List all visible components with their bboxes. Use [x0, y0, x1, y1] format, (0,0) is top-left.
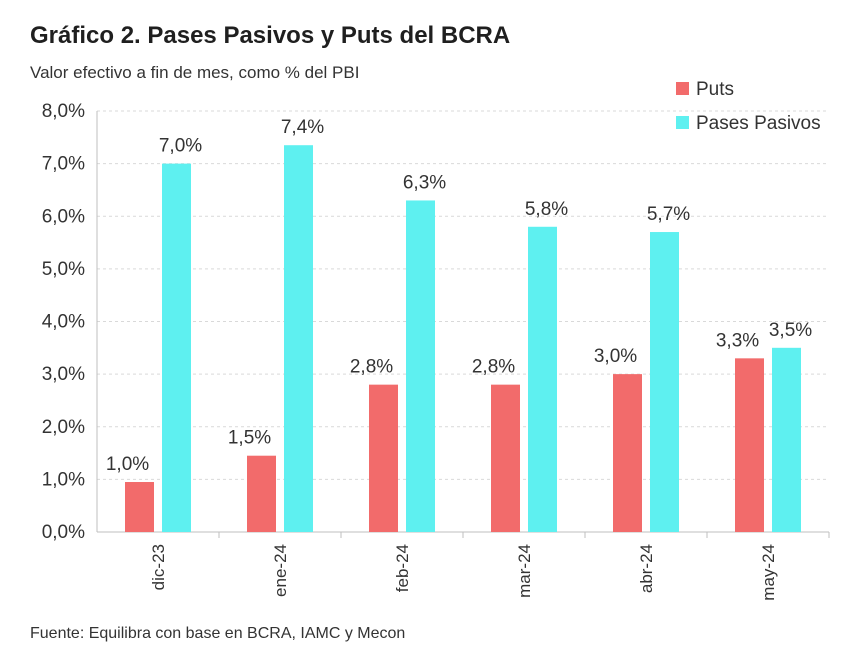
x-tick-label: ene-24 — [271, 544, 290, 597]
data-label: 7,4% — [281, 117, 324, 138]
y-tick-label: 3,0% — [42, 364, 85, 385]
bar-pases-pasivos-mar-24 — [528, 226, 557, 532]
legend-swatch — [676, 116, 689, 129]
data-label: 3,0% — [594, 346, 637, 367]
x-axis-ticks: dic-23 ene-24 feb-24 mar-24 abr-24 may-24 — [149, 544, 778, 601]
bar-pases-pasivos-abr-24 — [650, 232, 679, 532]
y-tick-label: 8,0% — [42, 101, 85, 122]
y-tick-label: 0,0% — [42, 522, 85, 543]
x-tick-label: feb-24 — [393, 544, 412, 592]
source-note: Fuente: Equilibra con base en BCRA, IAMC… — [30, 625, 406, 642]
bar-pases-pasivos-feb-24 — [406, 200, 435, 532]
bar-puts-mar-24 — [491, 384, 520, 532]
y-tick-label: 2,0% — [42, 417, 85, 438]
bar-puts-feb-24 — [369, 384, 398, 532]
y-tick-label: 6,0% — [42, 206, 85, 227]
data-label: 5,8% — [525, 199, 568, 220]
legend-label: Pases Pasivos — [696, 113, 821, 134]
bar-puts-dic-23 — [125, 482, 154, 532]
data-label: 7,0% — [159, 136, 202, 157]
data-label: 3,5% — [769, 320, 812, 341]
data-label: 2,8% — [350, 357, 393, 378]
y-tick-label: 4,0% — [42, 312, 85, 333]
data-labels: 1,0% 7,0% 1,5% 7,4% 2,8% 6,3% 2,8% 5,8% 3,0% 5,7%… — [106, 117, 812, 475]
data-label: 6,3% — [403, 172, 446, 193]
legend: Puts Pases Pasivos — [676, 79, 821, 134]
data-label: 1,5% — [228, 428, 271, 449]
data-label: 2,8% — [472, 357, 515, 378]
chart-title: Gráfico 2. Pases Pasivos y Puts del BCRA — [30, 22, 511, 49]
bars — [125, 145, 801, 533]
y-axis-ticks: 0,0% 1,0% 2,0% 3,0% 4,0% 5,0% 6,0% 7,0% 8,0% — [42, 101, 85, 543]
y-tick-label: 1,0% — [42, 469, 85, 490]
x-tick-label: dic-23 — [149, 544, 168, 590]
data-label: 3,3% — [716, 330, 759, 351]
y-tick-label: 7,0% — [42, 154, 85, 175]
y-tick-label: 5,0% — [42, 259, 85, 280]
bar-pases-pasivos-ene-24 — [284, 145, 313, 533]
x-tick-label: abr-24 — [637, 544, 656, 593]
bar-puts-ene-24 — [247, 455, 276, 532]
data-label: 5,7% — [647, 204, 690, 225]
data-label: 1,0% — [106, 454, 149, 475]
axes — [96, 111, 830, 538]
legend-swatch — [676, 82, 689, 95]
grid-lines — [97, 110, 829, 480]
bar-puts-may-24 — [735, 358, 764, 532]
bar-puts-abr-24 — [613, 374, 642, 532]
bar-pases-pasivos-dic-23 — [162, 163, 191, 532]
x-tick-label: mar-24 — [515, 544, 534, 598]
chart-subtitle: Valor efectivo a fin de mes, como % del … — [30, 63, 360, 82]
x-tick-label: may-24 — [759, 544, 778, 601]
bar-pases-pasivos-may-24 — [772, 347, 801, 532]
legend-label: Puts — [696, 79, 734, 100]
